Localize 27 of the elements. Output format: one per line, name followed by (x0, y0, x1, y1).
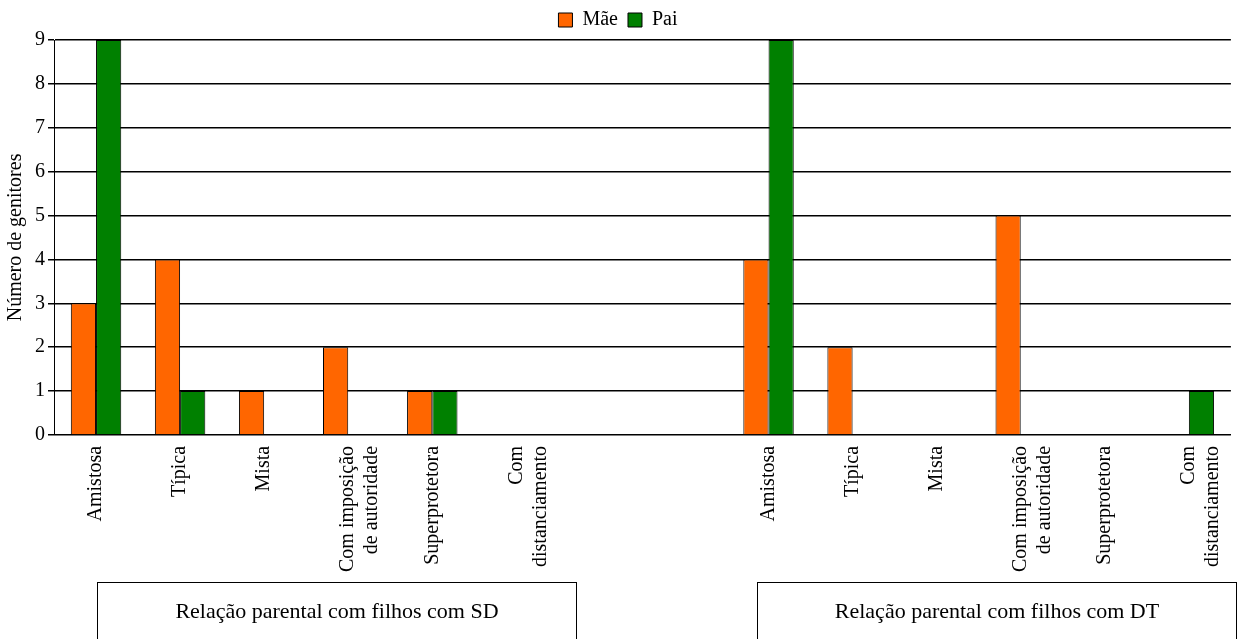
y-tick-label: 6 (35, 158, 45, 181)
legend-label: Pai (651, 7, 678, 30)
x-tick-label: Superprotetora (419, 445, 443, 565)
y-tick-label: 5 (35, 202, 45, 225)
legend-label: Mãe (582, 7, 619, 30)
x-tick-label: Típica (839, 445, 863, 497)
x-tick-label: Com distanciamento (503, 445, 550, 567)
x-tick-label: Amistosa (755, 445, 778, 522)
y-tick-label: 9 (35, 27, 45, 50)
y-tick-label: 2 (35, 334, 45, 357)
x-tick-label: Típica (167, 445, 191, 497)
x-tick-label: Com imposição de autoridade (1007, 445, 1054, 573)
y-axis-title: Número de genitores (3, 153, 27, 322)
y-tick-label: 0 (35, 422, 45, 445)
x-tick-label: Com distanciamento (1176, 445, 1223, 567)
text: Relação parental com filhos com SD (97, 582, 577, 639)
y-tick-label: 1 (35, 378, 45, 401)
text: Relação parental com filhos com DT (757, 582, 1237, 639)
x-tick-label: Com imposição de autoridade (335, 445, 382, 573)
x-tick-label: Mista (251, 445, 274, 492)
x-tick-label: Amistosa (83, 445, 106, 522)
y-tick-label: 4 (35, 246, 45, 269)
y-tick-label: 8 (35, 71, 45, 94)
x-tick-label: Mista (923, 445, 946, 492)
y-tick-label: 3 (35, 290, 45, 313)
x-tick-label: Superprotetora (1092, 445, 1116, 565)
y-tick-label: 7 (35, 115, 45, 137)
